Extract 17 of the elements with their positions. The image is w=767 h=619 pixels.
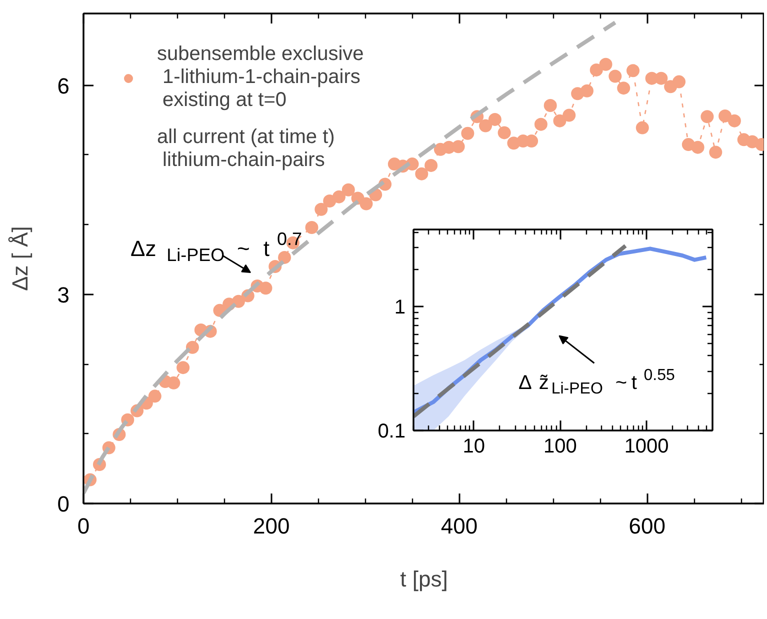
- x-tick-label: 1000: [624, 436, 669, 458]
- x-axis-title: t [ps]: [400, 566, 448, 592]
- x-tick-label: 0: [77, 514, 90, 538]
- y-tick-label: 0.1: [378, 420, 406, 442]
- x-tick-label: 600: [628, 514, 666, 538]
- text: all current (at time t) lithium-chain-pairs: [157, 126, 335, 172]
- x-tick-label: 200: [253, 514, 290, 538]
- x-tick-label: 400: [440, 514, 478, 538]
- x-tick-label: 10: [462, 436, 485, 458]
- y-axis-title: Δz [ Å]: [7, 226, 32, 291]
- y-tick-label: 0: [57, 492, 70, 516]
- y-tick-label: 3: [57, 282, 70, 308]
- x-tick-label: 100: [544, 436, 577, 458]
- legend-label: subensemble exclusive 1-lithium-1-chain-pairs existing at t=0: [157, 43, 364, 112]
- y-tick-label: 6: [57, 73, 70, 98]
- line-series: [84, 20, 618, 496]
- y-tick-label: 1: [394, 296, 406, 319]
